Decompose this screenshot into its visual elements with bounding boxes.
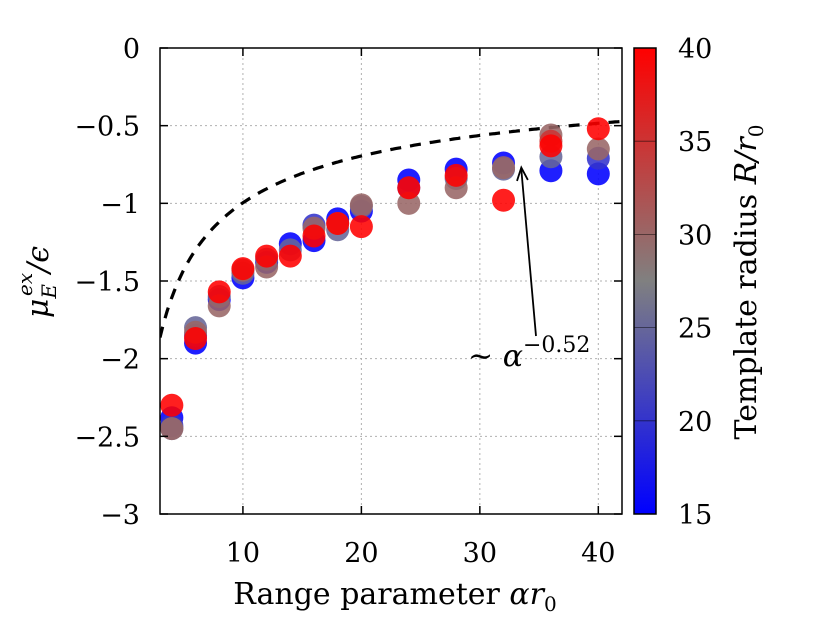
- x-tick-label: 20: [344, 538, 378, 569]
- data-point: [231, 257, 255, 281]
- colorbar-label: Template radius R/r0: [729, 125, 768, 440]
- y-tick-label: −1.5: [74, 267, 140, 298]
- data-point: [586, 117, 610, 141]
- y-tick-label: 0: [123, 34, 140, 65]
- fit-curve: [160, 119, 622, 338]
- colorbar-tick-label: 20: [678, 407, 712, 438]
- annotation-tilde: ∼: [468, 339, 503, 374]
- data-point: [492, 156, 516, 180]
- data-point: [586, 137, 610, 161]
- y-tick-label: −0.5: [74, 112, 140, 143]
- colorbar-label-math: R/r: [729, 136, 764, 186]
- data-point: [302, 224, 326, 248]
- x-axis-label-sub: 0: [544, 592, 557, 616]
- fit-annotation: ∼ α−0.52: [468, 165, 590, 374]
- x-axis-label-text: Range parameter: [233, 577, 509, 612]
- colorbar: [633, 47, 657, 515]
- data-point: [160, 393, 184, 417]
- data-point: [397, 176, 421, 200]
- data-point: [349, 193, 373, 217]
- annotation-exponent: −0.52: [523, 333, 590, 358]
- colorbar-tick-label: 35: [678, 127, 712, 158]
- x-axis-label: Range parameter αr0: [233, 577, 557, 616]
- data-point: [349, 215, 373, 239]
- axis-ticks: 10 20 30 40 0 −0.5 −1 −1.5 −2 −2.5 −3: [74, 34, 622, 569]
- colorbar-tick-label: 30: [678, 220, 712, 251]
- data-point: [255, 244, 279, 268]
- data-point: [160, 417, 184, 441]
- colorbar-label-sub: 0: [744, 125, 768, 138]
- data-point: [326, 212, 350, 236]
- data-points: [160, 117, 610, 441]
- y-axis-label: μEex/ϵ: [13, 246, 61, 318]
- x-axis-label-math: αr: [509, 577, 545, 612]
- y-tick-label: −3: [100, 500, 140, 531]
- annotation-label: ∼ α−0.52: [468, 333, 590, 374]
- data-point: [492, 188, 516, 212]
- colorbar-tick-label: 25: [678, 314, 712, 345]
- data-point: [539, 134, 563, 158]
- annotation-base: α: [503, 339, 523, 374]
- y-axis-label-sup: ex: [13, 273, 37, 296]
- x-tick-label: 30: [463, 538, 497, 569]
- colorbar-tick-label: 40: [678, 34, 712, 65]
- y-tick-label: −2: [100, 345, 140, 376]
- data-point: [207, 280, 231, 304]
- annotation-arrow-head: [516, 165, 529, 182]
- fit-curve-group: [160, 119, 622, 338]
- data-point: [444, 163, 468, 187]
- colorbar-ticks: 15 20 25 30 35 40: [634, 34, 712, 531]
- data-point: [278, 244, 302, 268]
- y-axis-label-tail: /ϵ: [21, 246, 56, 276]
- y-axis-label-sub: E: [37, 284, 61, 300]
- colorbar-tick-label: 15: [678, 500, 712, 531]
- data-point: [184, 326, 208, 350]
- grid-lines: [160, 47, 622, 515]
- x-tick-label: 40: [581, 538, 615, 569]
- x-tick-label: 10: [226, 538, 260, 569]
- y-tick-label: −2.5: [74, 422, 140, 453]
- colorbar-label-text: Template radius: [729, 184, 764, 439]
- y-tick-label: −1: [100, 189, 140, 220]
- annotation-arrow-line: [520, 169, 537, 337]
- y-axis-label-main: μ: [21, 299, 56, 319]
